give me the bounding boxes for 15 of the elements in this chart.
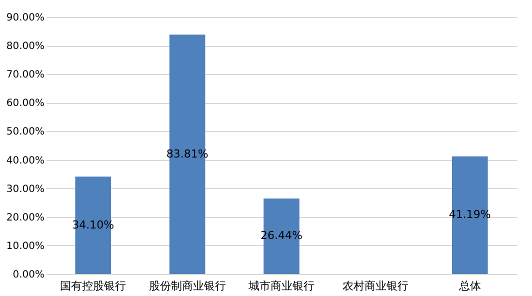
y-tick-label: 70.00% [6,70,44,81]
y-tick-label: 20.00% [6,212,44,224]
x-tick-label: 农村商业银行 [342,280,409,292]
y-tick-label: 30.00% [6,184,44,195]
x-tick-label: 股份制商业银行 [148,280,226,292]
x-tick-label: 国有控股银行 [60,280,126,292]
y-tick-label: 80.00% [6,41,44,52]
y-tick-label: 90.00% [6,12,44,24]
y-tick-label: 0.00% [12,270,44,280]
x-tick-label: 城市商业银行 [248,280,314,292]
y-tick-label: 50.00% [6,126,44,138]
y-tick-label: 10.00% [6,240,44,252]
x-tick-label: 总体 [458,280,481,292]
y-tick-label: 60.00% [6,98,44,110]
y-tick-label: 40.00% [6,155,44,166]
